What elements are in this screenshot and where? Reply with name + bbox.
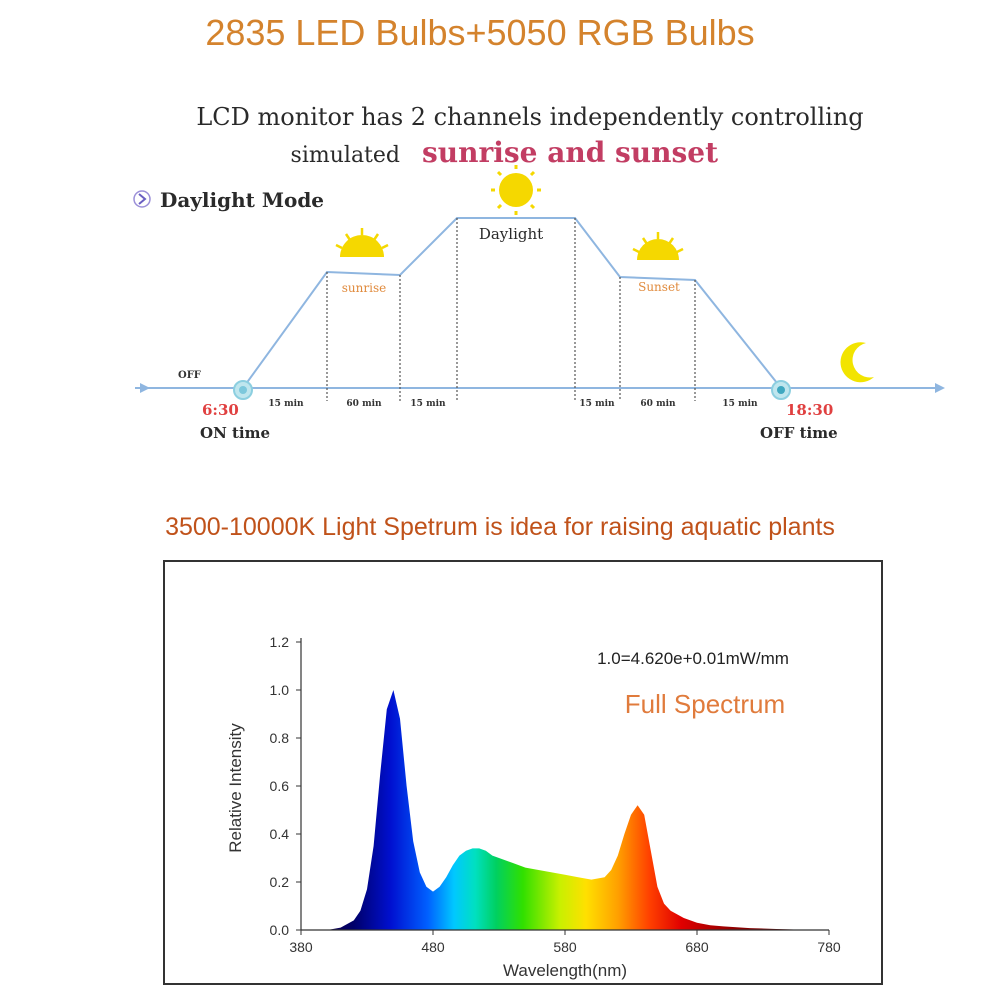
plot-area: 0.0 0.2 0.4 0.6 0.8 1.0 1.2 380 480 580 680 780	[270, 634, 841, 955]
duration-label: 60 min	[346, 399, 382, 409]
daylight-mode-label: Daylight Mode	[160, 188, 324, 212]
chart-annotation: 1.0=4.620e+0.01mW/mm	[597, 649, 789, 668]
y-tick-label: 0.4	[270, 826, 290, 842]
phase-sunset-label: Sunset	[638, 280, 680, 294]
duration-label: 15 min	[268, 399, 304, 409]
duration-label: 15 min	[722, 399, 758, 409]
daylight-mode-diagram: LCD monitor has 2 channels independently…	[133, 103, 945, 442]
x-tick-label: 380	[289, 939, 313, 955]
spectrum-title: 3500-10000K Light Spetrum is idea for ra…	[165, 513, 835, 541]
diagram-line1: LCD monitor has 2 channels independently…	[196, 103, 863, 131]
y-tick-label: 1.0	[270, 682, 290, 698]
duration-label: 15 min	[410, 399, 446, 409]
spectrum-chart: 0.0 0.2 0.4 0.6 0.8 1.0 1.2 380 480 580 680 780 Rel…	[226, 634, 841, 980]
x-tick-label: 680	[685, 939, 709, 955]
headline: 2835 LED Bulbs+5050 RGB Bulbs	[205, 12, 755, 53]
spectrum-area	[327, 690, 829, 930]
x-tick-label: 580	[553, 939, 577, 955]
x-tick-label: 480	[421, 939, 445, 955]
on-time-label: ON time	[200, 424, 270, 442]
phase-daylight-label: Daylight	[479, 225, 543, 243]
phase-dividers	[326, 218, 696, 401]
y-tick-label: 0.6	[270, 778, 290, 794]
off-label: OFF	[178, 370, 201, 381]
x-tick-label: 780	[817, 939, 841, 955]
moon-icon	[840, 342, 874, 383]
diagram-line2-highlight: sunrise and sunset	[422, 136, 718, 169]
duration-label: 15 min	[579, 399, 615, 409]
light-curve	[242, 217, 782, 389]
off-time-label: OFF time	[760, 424, 838, 442]
time-axis-arrow	[935, 383, 945, 393]
off-time-marker-dot	[777, 386, 785, 394]
y-tick-label: 0.2	[270, 874, 290, 890]
x-axis-label: Wavelength(nm)	[503, 961, 627, 980]
diagram-line2-prefix: simulated	[291, 143, 400, 168]
y-axis-label: Relative Intensity	[226, 723, 245, 853]
sunset-sun-icon	[632, 232, 684, 260]
phase-sunrise-label: sunrise	[342, 281, 386, 295]
daylight-sun-icon	[491, 165, 541, 215]
on-time-marker-dot	[239, 386, 247, 394]
y-tick-label: 1.2	[270, 634, 290, 650]
y-tick-label: 0.0	[270, 922, 290, 938]
off-time-value: 18:30	[786, 401, 833, 419]
spectrum-frame	[163, 560, 883, 985]
duration-label: 60 min	[640, 399, 676, 409]
on-time-value: 6:30	[202, 401, 239, 419]
sunrise-sun-icon	[335, 228, 389, 257]
daylight-mode-icon	[133, 190, 151, 208]
y-tick-label: 0.8	[270, 730, 290, 746]
full-spectrum-label: Full Spectrum	[625, 689, 785, 719]
time-axis-start-arrow	[140, 383, 150, 393]
